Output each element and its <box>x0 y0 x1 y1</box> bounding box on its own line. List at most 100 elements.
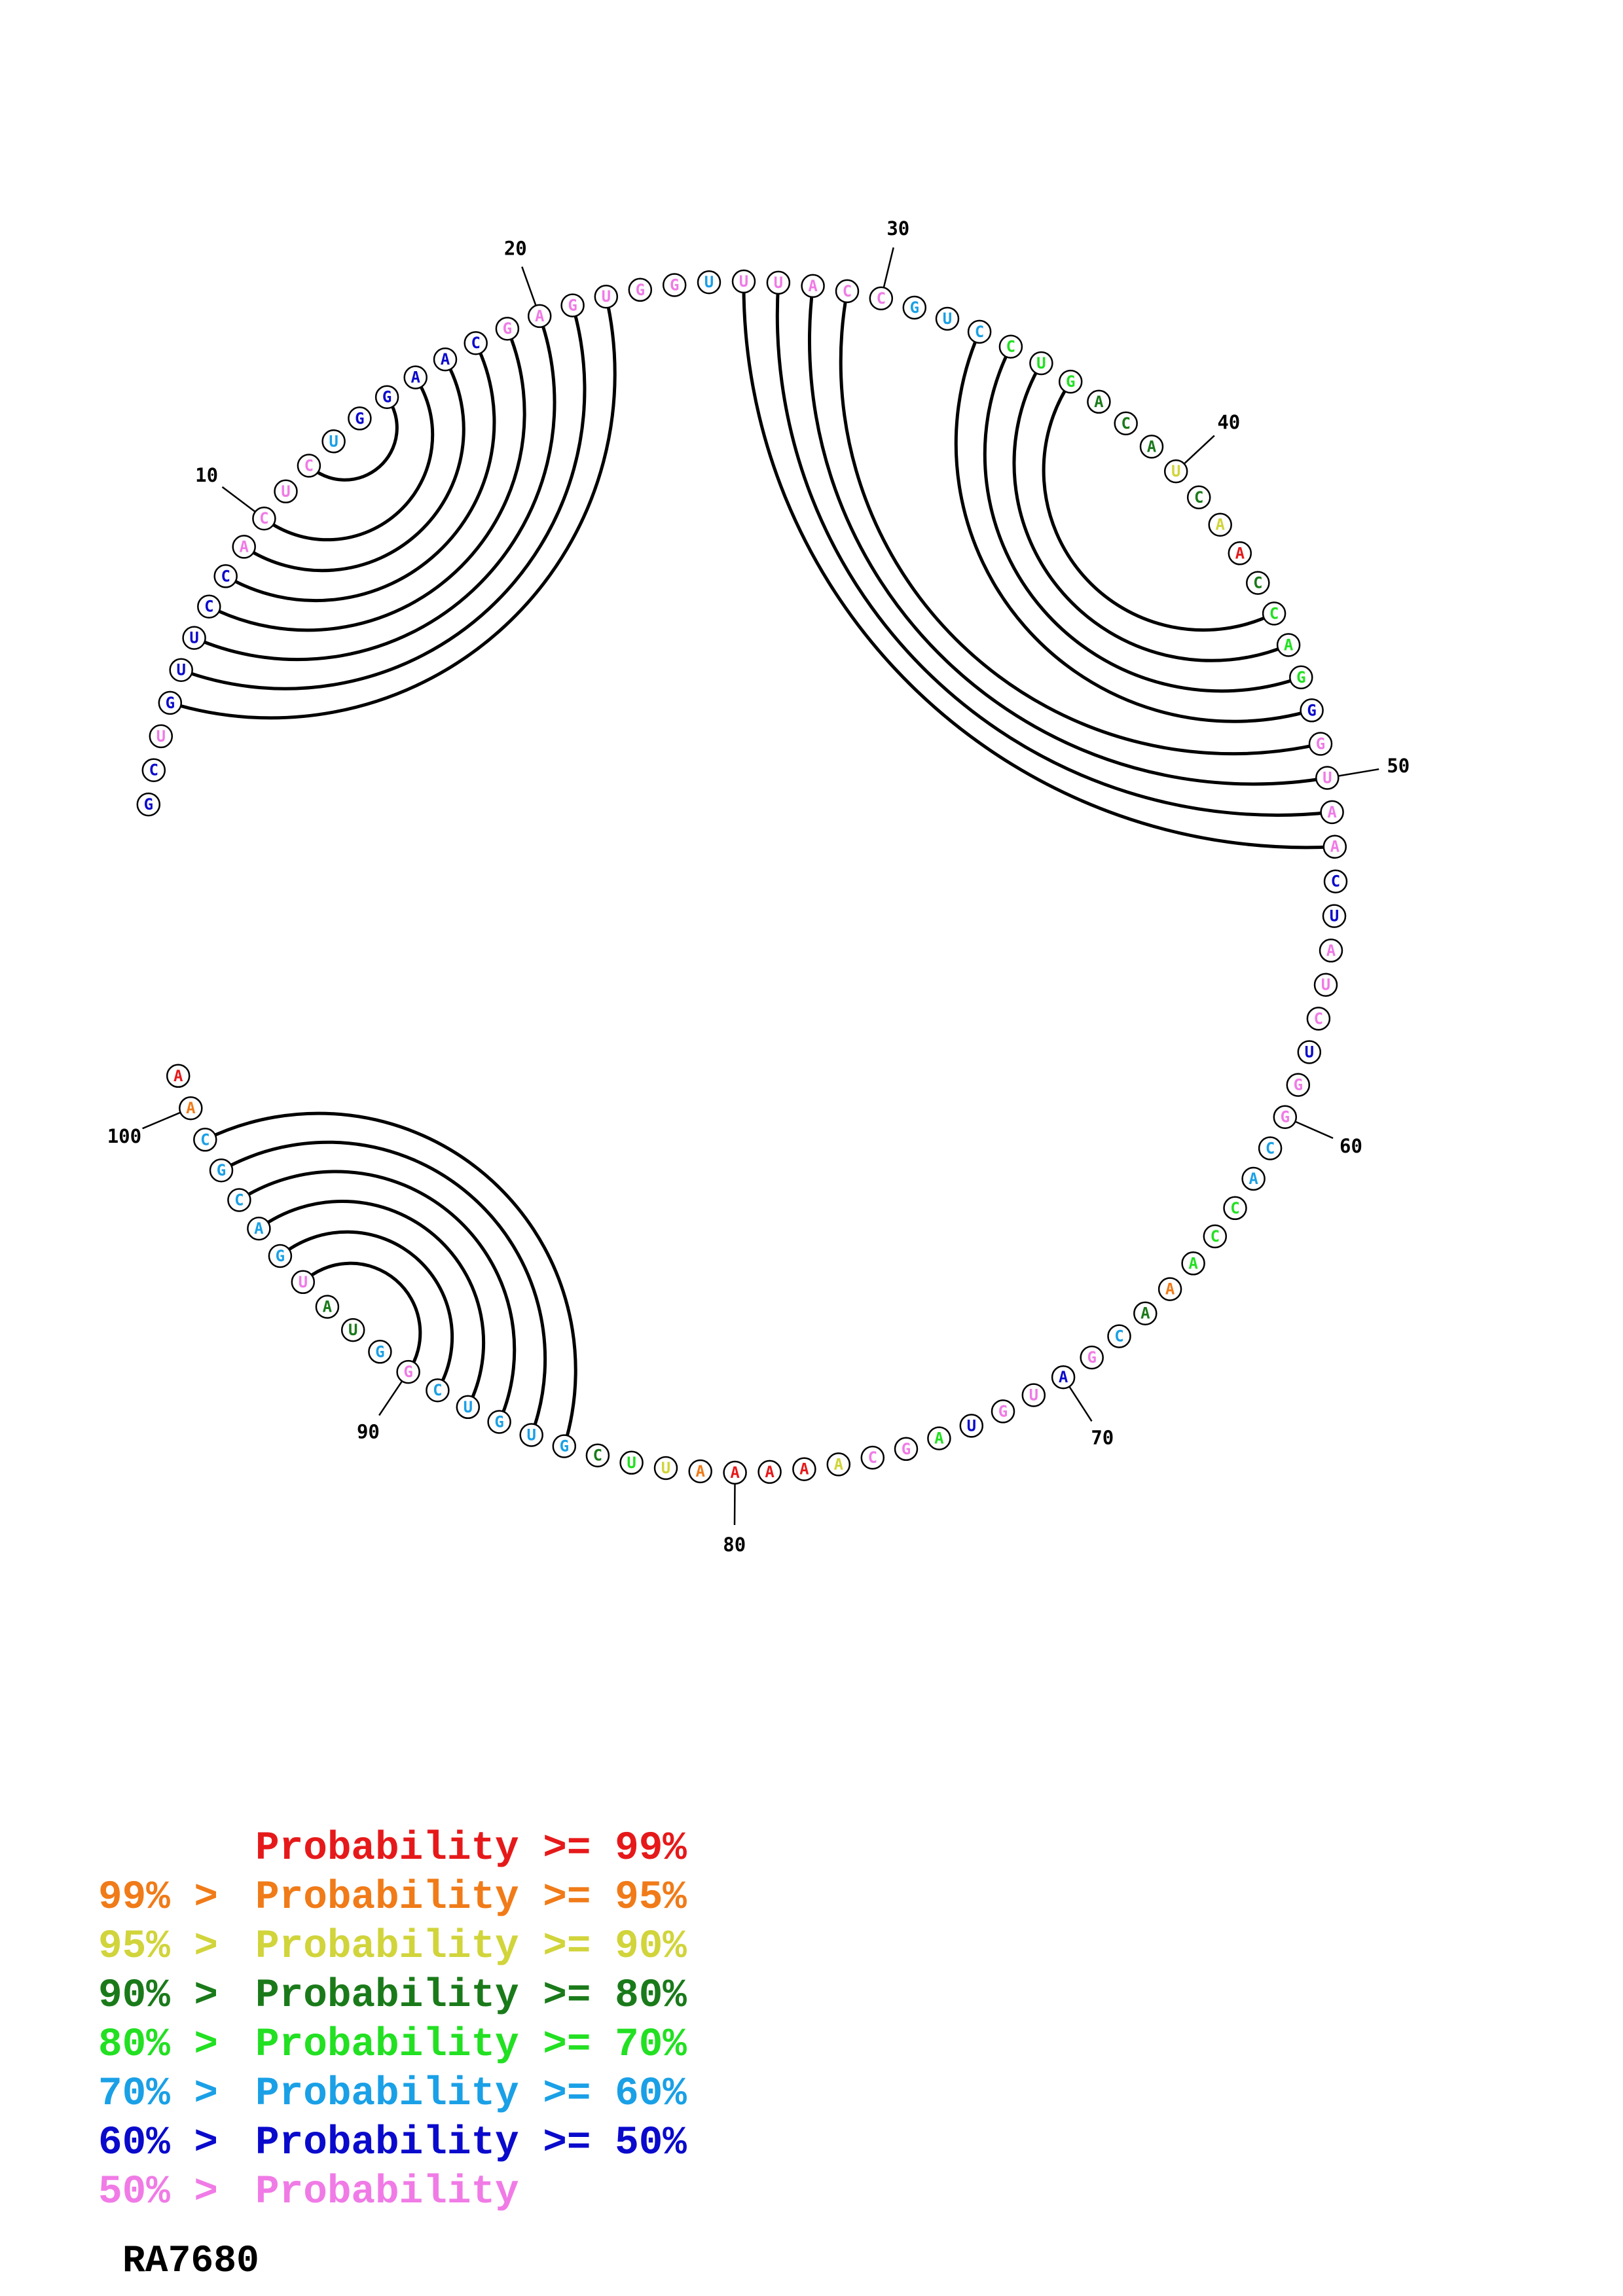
base-pair-arc <box>807 285 1328 786</box>
nucleotide-circle <box>1313 973 1338 997</box>
nucleotide: A <box>1087 389 1111 414</box>
nucleotide-letter: U <box>464 1398 473 1416</box>
nucleotide-letter: A <box>441 350 450 368</box>
nucleotide-circle <box>182 626 206 650</box>
nucleotide: G <box>662 273 687 297</box>
nucleotide-circle <box>1262 601 1286 626</box>
nucleotide-letter: U <box>627 1454 636 1472</box>
nucleotide: U <box>1297 1040 1322 1064</box>
nucleotide-letter: U <box>1321 976 1330 994</box>
legend-entry: 60% > Probability >= 50% <box>98 2121 687 2166</box>
nucleotide: C <box>1323 869 1348 893</box>
base-pair-arc <box>193 315 556 662</box>
nucleotide-circle <box>998 334 1023 359</box>
nucleotide: C <box>227 1188 251 1212</box>
nucleotide-letter: G <box>1316 735 1325 753</box>
nucleotide-circle <box>1289 665 1313 690</box>
nucleotide-letter: A <box>1284 636 1294 655</box>
nucleotide-circle <box>1241 1166 1266 1191</box>
nucleotide: C <box>426 1378 450 1403</box>
nucleotide-circle <box>1203 1224 1228 1249</box>
nucleotide: U <box>149 724 173 749</box>
nucleotide: C <box>1186 485 1211 510</box>
nucleotide-letter: A <box>765 1463 775 1481</box>
nucleotide-letter: G <box>560 1437 569 1456</box>
nucleotide-circle <box>1223 1196 1247 1221</box>
nucleotide: A <box>433 347 458 372</box>
nucleotide-circle <box>1297 1040 1322 1064</box>
nucleotide: A <box>1322 834 1347 859</box>
nucleotide-letter: A <box>239 537 249 556</box>
base-pair-arc <box>170 296 617 720</box>
nucleotide: A <box>792 1457 816 1481</box>
nucleotide: A <box>1133 1301 1158 1325</box>
position-label: 100 <box>107 1125 141 1147</box>
nucleotide-letter: A <box>254 1219 264 1238</box>
nucleotide-letter: G <box>503 319 512 338</box>
nucleotide-circle <box>1322 904 1347 928</box>
nucleotide: G <box>1058 369 1083 394</box>
nucleotide-circle <box>368 1340 392 1364</box>
nucleotide-letter: U <box>661 1459 670 1477</box>
nucleotide-letter: G <box>1294 1076 1303 1094</box>
nucleotide: A <box>757 1460 782 1484</box>
nucleotide: A <box>723 1460 747 1485</box>
nucleotide-circle <box>1322 834 1347 859</box>
nucleotide-letter: C <box>1253 574 1262 592</box>
nucleotide-circle <box>757 1460 782 1484</box>
nucleotide-circle <box>1158 1277 1182 1301</box>
nucleotide: U <box>653 1456 678 1480</box>
base-pair-arc <box>302 1261 422 1373</box>
nucleotide-letter: C <box>304 457 314 475</box>
nucleotide: A <box>527 304 552 329</box>
position-tick <box>883 247 894 288</box>
nucleotide: C <box>1114 411 1138 436</box>
nucleotide: U <box>731 269 756 294</box>
nucleotide-letter: C <box>471 334 480 352</box>
nucleotide-circle <box>374 385 399 409</box>
nucleotide: C <box>193 1128 217 1152</box>
nucleotide-circle <box>209 1158 234 1183</box>
nucleotide-circle <box>487 1410 511 1434</box>
nucleotide-circle <box>456 1395 481 1420</box>
nucleotide-letter: U <box>281 482 290 501</box>
nucleotide-circle <box>927 1426 951 1450</box>
nucleotide-circle <box>340 1318 365 1342</box>
position-tick <box>1294 1121 1334 1139</box>
nucleotide-letter: A <box>1147 437 1157 456</box>
nucleotide-circle <box>1080 1345 1104 1370</box>
nucleotide: A <box>1276 633 1301 657</box>
position-label: 50 <box>1387 755 1410 777</box>
nucleotide: A <box>801 274 825 298</box>
nucleotide: C <box>297 454 321 478</box>
nucleotide-circle <box>560 293 585 317</box>
nucleotide-circle <box>291 1270 316 1295</box>
nucleotide: G <box>396 1359 420 1384</box>
nucleotide-circle <box>519 1423 543 1447</box>
nucleotide-circle <box>1114 411 1138 436</box>
nucleotide-circle <box>433 347 458 372</box>
nucleotide: A <box>1158 1277 1182 1301</box>
nucleotide-circle <box>902 295 927 320</box>
legend-entry: 80% > Probability >= 70% <box>98 2022 687 2068</box>
base-pair-arc <box>839 291 1321 756</box>
legend-prefix: 70% > <box>98 2072 242 2117</box>
nucleotide: U <box>1322 904 1347 928</box>
nucleotide-letter: G <box>375 1342 384 1361</box>
nucleotide-letter: C <box>1211 1227 1220 1246</box>
structure-id-caption: RA7680 <box>122 2240 259 2283</box>
nucleotide: U <box>697 270 721 295</box>
base-pair-arc <box>308 396 399 482</box>
nucleotide: G <box>268 1244 293 1268</box>
nucleotide: C <box>1223 1196 1247 1221</box>
nucleotide-circle <box>1286 1073 1311 1097</box>
nucleotide-circle <box>136 792 161 817</box>
nucleotide-letter: G <box>902 1440 911 1458</box>
nucleotide: U <box>766 270 791 295</box>
nucleotide-letter: C <box>221 567 230 585</box>
nucleotide-circle <box>1087 389 1111 414</box>
legend-entry: 95% > Probability >= 90% <box>98 1924 687 1969</box>
position-label: 60 <box>1340 1135 1362 1157</box>
nucleotide-letter: A <box>834 1455 844 1473</box>
nucleotide-circle <box>1320 800 1344 825</box>
